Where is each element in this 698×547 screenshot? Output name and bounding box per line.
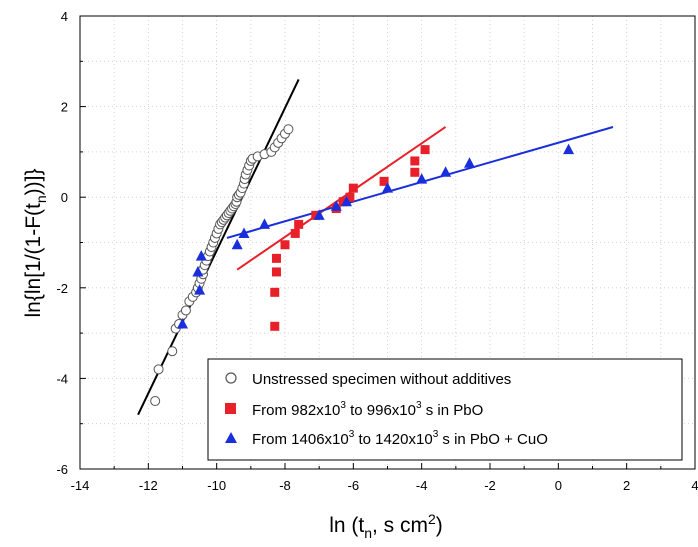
x-tick-label: -12 bbox=[139, 478, 158, 493]
x-tick-label: 4 bbox=[691, 478, 698, 493]
data-point bbox=[259, 218, 270, 229]
data-point bbox=[231, 238, 243, 250]
data-point bbox=[379, 176, 389, 186]
data-point bbox=[270, 321, 280, 331]
data-point bbox=[416, 173, 428, 184]
data-point bbox=[294, 219, 304, 229]
data-point bbox=[180, 305, 191, 316]
data-point bbox=[563, 143, 575, 155]
data-point bbox=[153, 364, 164, 375]
data-point bbox=[192, 265, 204, 277]
y-axis-label: ln{ln[1/(1-F(tn))]} bbox=[22, 168, 49, 317]
data-point bbox=[348, 183, 358, 193]
data-point bbox=[271, 253, 281, 263]
x-tick-label: -6 bbox=[348, 478, 360, 493]
data-point bbox=[177, 318, 188, 329]
data-point bbox=[330, 200, 342, 211]
legend-marker-pbo-cuo bbox=[225, 432, 237, 443]
x-tick-label: -2 bbox=[484, 478, 496, 493]
x-tick-label: -14 bbox=[71, 478, 90, 493]
data-point bbox=[410, 156, 420, 166]
data-point bbox=[280, 240, 290, 250]
y-tick-label: 2 bbox=[61, 100, 68, 115]
data-point bbox=[345, 192, 355, 202]
data-point bbox=[150, 396, 161, 407]
y-tick-label: -2 bbox=[56, 281, 68, 296]
data-point bbox=[341, 195, 352, 207]
x-axis-label: ln (tn, s cm2) bbox=[329, 511, 443, 541]
data-point bbox=[410, 167, 420, 177]
data-point bbox=[194, 284, 206, 295]
data-point bbox=[283, 124, 294, 135]
data-point bbox=[440, 166, 452, 177]
fit-line bbox=[137, 78, 300, 416]
data-point bbox=[238, 227, 250, 238]
data-point bbox=[271, 267, 281, 277]
data-point bbox=[382, 182, 393, 193]
x-tick-label: -8 bbox=[279, 478, 291, 493]
y-tick-label: 0 bbox=[61, 190, 68, 205]
data-point bbox=[270, 287, 280, 297]
legend-marker-unstressed bbox=[225, 372, 237, 384]
y-tick-label: -4 bbox=[56, 371, 68, 386]
axis-ticks: -14 -12 -10 -8 -6 -4 -2 0 2 4 -6 -4 -2 0 2 4 bbox=[56, 9, 698, 493]
x-tick-label: 2 bbox=[623, 478, 630, 493]
legend-marker-pbo bbox=[225, 403, 236, 414]
y-tick-label: -6 bbox=[56, 462, 68, 477]
x-tick-label: -4 bbox=[416, 478, 428, 493]
x-tick-label: 0 bbox=[555, 478, 562, 493]
legend-label-pbo-cuo: From 1406x103 to 1420x103 s in PbO + CuO bbox=[252, 429, 548, 448]
data-point bbox=[313, 209, 325, 220]
legend-label-pbo: From 982x103 to 996x103 s in PbO bbox=[252, 400, 483, 419]
x-tick-label: -10 bbox=[207, 478, 226, 493]
legend-label-unstressed: Unstressed specimen without additives bbox=[252, 371, 511, 388]
data-point bbox=[338, 197, 348, 207]
y-tick-label: 4 bbox=[61, 9, 68, 24]
data-point bbox=[420, 145, 430, 155]
data-point bbox=[311, 210, 321, 220]
data-point bbox=[290, 228, 300, 238]
data-point bbox=[195, 250, 207, 261]
data-point bbox=[167, 346, 178, 357]
data-point bbox=[464, 157, 475, 168]
legend: Unstressed specimen without additives Fr… bbox=[207, 358, 683, 461]
legend-box bbox=[207, 358, 683, 461]
data-points bbox=[150, 124, 575, 407]
